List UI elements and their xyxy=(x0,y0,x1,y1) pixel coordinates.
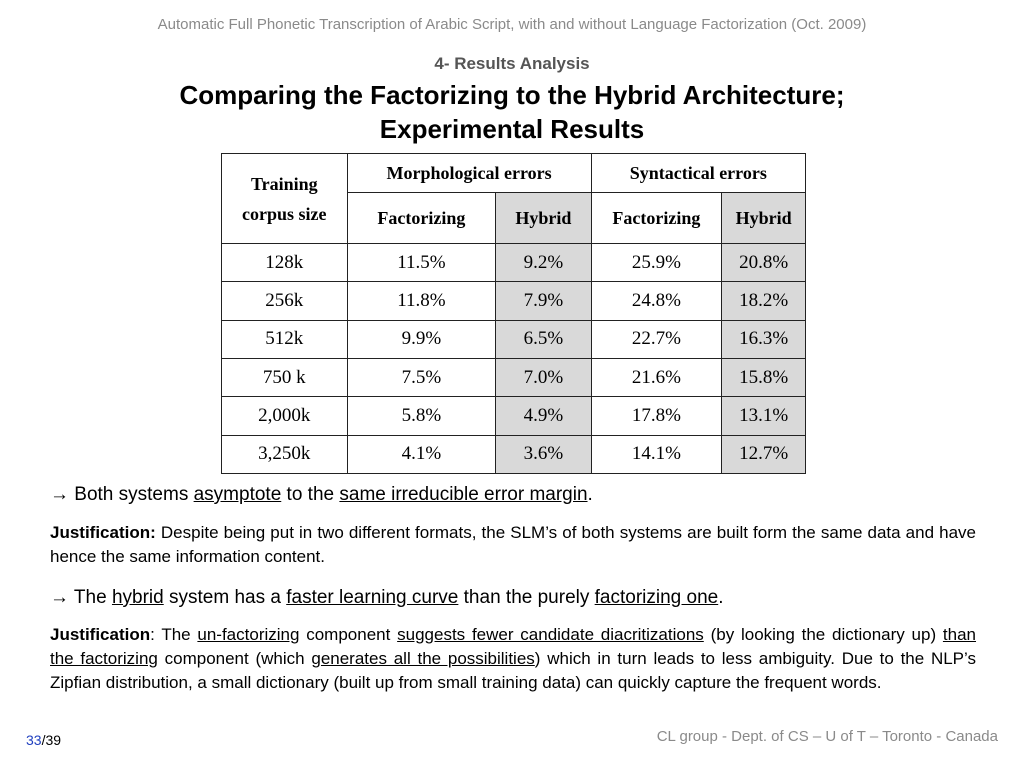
results-table: Training corpus size Morphological error… xyxy=(221,153,807,475)
underlined-term: un-factorizing xyxy=(197,625,300,644)
synt-factorizing-cell: 25.9% xyxy=(590,242,723,283)
morph-hybrid-cell: 7.9% xyxy=(495,281,592,321)
synt-hybrid-cell: 20.8% xyxy=(721,242,806,283)
morph-hybrid-cell: 7.0% xyxy=(495,357,592,398)
corpus-size-cell: 2,000k xyxy=(221,396,348,436)
table-subheader-row: Factorizing Hybrid Factorizing Hybrid xyxy=(222,192,806,244)
corpus-header-line-2: corpus size xyxy=(242,203,327,224)
table-header-row: Training corpus size Morphological error… xyxy=(221,153,807,244)
bullet-text: to the xyxy=(281,484,340,505)
bullet-asymptote: → Both systems asymptote to the same irr… xyxy=(50,484,593,506)
justification-text: (by looking the dictionary up) xyxy=(703,625,943,644)
synt-hybrid-cell: 12.7% xyxy=(721,434,806,475)
morph-factorizing-header: Factorizing xyxy=(346,192,497,244)
table-row: 750 k 7.5% 7.0% 21.6% 15.8% xyxy=(221,357,806,398)
synt-hybrid-cell: 13.1% xyxy=(721,396,806,436)
justification-text: component (which xyxy=(157,649,312,668)
slide-title: Comparing the Factorizing to the Hybrid … xyxy=(40,78,984,146)
justification-1: Justification: Despite being put in two … xyxy=(50,521,976,569)
table-row: 3,250k 4.1% 3.6% 14.1% 12.7% xyxy=(221,434,806,475)
bullet-learning-curve: → The hybrid system has a faster learnin… xyxy=(50,587,724,609)
underlined-term: suggests fewer candidate diacritizations xyxy=(397,625,704,644)
corpus-size-cell: 128k xyxy=(221,242,348,283)
bullet-text: Both systems xyxy=(69,484,194,505)
bullet-text: system has a xyxy=(163,587,287,608)
morph-hybrid-cell: 9.2% xyxy=(495,242,592,283)
justification-text: component xyxy=(299,625,398,644)
justification-label: Justification: xyxy=(50,523,156,542)
underlined-term: generates all the possibilities xyxy=(311,649,535,668)
table-row: 256k 11.8% 7.9% 24.8% 18.2% xyxy=(221,281,806,321)
underlined-term: hybrid xyxy=(111,587,164,608)
table-row: 2,000k 5.8% 4.9% 17.8% 13.1% xyxy=(221,396,806,436)
underlined-term: faster learning curve xyxy=(286,587,459,608)
corpus-size-cell: 256k xyxy=(221,281,348,321)
morph-hybrid-cell: 3.6% xyxy=(495,434,592,475)
slide-footer: CL group - Dept. of CS – U of T – Toront… xyxy=(656,728,998,745)
title-line-1: Comparing the Factorizing to the Hybrid … xyxy=(179,80,845,110)
justification-text: : The xyxy=(150,625,198,644)
synt-factorizing-cell: 21.6% xyxy=(590,357,723,398)
bullet-text: . xyxy=(718,587,724,608)
title-line-2: Experimental Results xyxy=(379,114,645,144)
arrow-icon: → xyxy=(50,484,69,505)
synt-hybrid-cell: 16.3% xyxy=(721,319,806,359)
justification-2: Justification: The un-factorizing compon… xyxy=(50,623,976,695)
table-row: 512k 9.9% 6.5% 22.7% 16.3% xyxy=(221,319,806,359)
morph-factorizing-cell: 5.8% xyxy=(346,396,497,436)
morph-factorizing-cell: 7.5% xyxy=(346,357,497,398)
arrow-icon: → xyxy=(50,587,69,608)
corpus-size-cell: 512k xyxy=(221,319,348,359)
synt-factorizing-cell: 14.1% xyxy=(590,434,723,475)
section-title: 4- Results Analysis xyxy=(434,54,590,73)
bullet-text: than the purely xyxy=(458,587,595,608)
synt-factorizing-cell: 22.7% xyxy=(590,319,723,359)
synt-factorizing-header: Factorizing xyxy=(590,192,723,244)
morph-factorizing-cell: 4.1% xyxy=(346,434,497,475)
morph-factorizing-cell: 11.8% xyxy=(346,281,497,321)
underlined-term: same irreducible error margin xyxy=(339,484,588,505)
morph-hybrid-cell: 4.9% xyxy=(495,396,592,436)
morph-hybrid-header: Hybrid xyxy=(495,192,592,244)
synt-hybrid-cell: 15.8% xyxy=(721,357,806,398)
bullet-text: The xyxy=(69,587,112,608)
page-separator: / xyxy=(41,732,46,748)
underlined-term: factorizing one xyxy=(594,587,719,608)
morph-factorizing-cell: 9.9% xyxy=(346,319,497,359)
bullet-text: . xyxy=(587,484,593,505)
corpus-size-cell: 750 k xyxy=(221,357,348,398)
corpus-header-line-1: Training xyxy=(250,173,318,194)
justification-text: ) which in turn leads to less ambiguity.… xyxy=(50,649,976,692)
synt-factorizing-cell: 24.8% xyxy=(590,281,723,321)
slide-header: Automatic Full Phonetic Transcription of… xyxy=(157,16,867,33)
underlined-term: asymptote xyxy=(193,484,282,505)
corpus-size-cell: 3,250k xyxy=(221,434,348,475)
morph-factorizing-cell: 11.5% xyxy=(346,242,497,283)
synt-hybrid-cell: 18.2% xyxy=(721,281,806,321)
underlined-term: than the factorizing xyxy=(50,625,977,668)
corpus-size-header: Training corpus size xyxy=(221,153,348,244)
synt-hybrid-header: Hybrid xyxy=(721,192,806,244)
justification-label: Justification xyxy=(50,625,151,644)
synt-factorizing-cell: 17.8% xyxy=(590,396,723,436)
total-pages: 39 xyxy=(45,732,62,748)
syntactical-errors-header: Syntactical errors xyxy=(590,153,807,193)
table-row: 128k 11.5% 9.2% 25.9% 20.8% xyxy=(221,242,806,283)
page-number: 33/39 xyxy=(26,732,61,748)
morph-hybrid-cell: 6.5% xyxy=(495,319,592,359)
morphological-errors-header: Morphological errors xyxy=(346,153,592,193)
current-page: 33 xyxy=(26,732,42,748)
justification-text: Despite being put in two different forma… xyxy=(50,523,976,566)
